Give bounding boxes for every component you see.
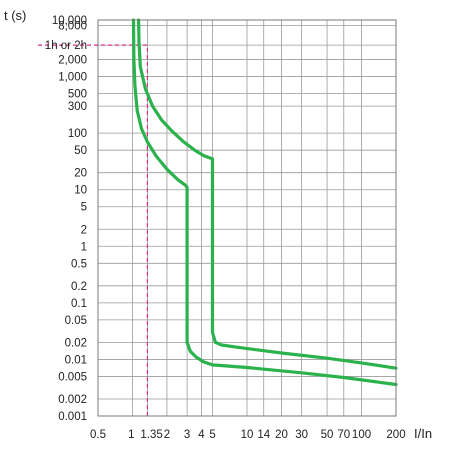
y-tick-label: 20 — [74, 168, 87, 180]
y-tick-label: 0.005 — [58, 371, 87, 383]
y-tick-label: 1,000 — [58, 72, 87, 84]
x-tick-label: 14 — [257, 429, 270, 441]
x-tick-label: 20 — [275, 429, 288, 441]
y-tick-label: 10,000 — [52, 15, 87, 27]
y-tick-label: 0.2 — [71, 281, 87, 293]
y-tick-label: 2,000 — [58, 55, 87, 67]
y-tick-label: 100 — [68, 128, 87, 140]
x-tick-label: 3 — [184, 429, 190, 441]
y-tick-label: 0.05 — [65, 315, 87, 327]
y-tick-label: 8,000 — [58, 20, 87, 32]
x-tick-label: 100 — [352, 429, 371, 441]
y-tick-label: 0.001 — [58, 411, 87, 423]
y-tick-label: 1 — [81, 241, 87, 253]
reference-lines — [38, 44, 149, 416]
x-axis-label: I/In — [414, 426, 432, 441]
x-tick-label: 50 — [321, 429, 334, 441]
y-tick-label: 0.5 — [71, 258, 87, 270]
x-tick-label: 4 — [198, 429, 205, 441]
series-curve-2 — [137, 18, 398, 370]
x-tick-labels: 0.5 1 1.35 2 3 4 5 10 14 20 30 50 70 100 200 — [90, 429, 406, 441]
x-tick-label: 70 — [337, 429, 350, 441]
series-curve-1 — [131, 18, 398, 387]
y-tick-label: 500 — [68, 89, 87, 101]
x-tick-label: 1 — [128, 429, 134, 441]
x-tick-label: 200 — [386, 429, 405, 441]
y-tick-label: 0.02 — [65, 337, 87, 349]
x-tick-label: 1.35 — [140, 429, 162, 441]
x-tick-label: 10 — [241, 429, 254, 441]
x-tick-label: 30 — [295, 429, 308, 441]
y-tick-label: 1h or 2h — [45, 40, 87, 52]
y-tick-label: 0.002 — [58, 394, 87, 406]
y-tick-label: 5 — [81, 202, 87, 214]
y-axis-label: t (s) — [4, 8, 26, 23]
y-tick-label: 10 — [74, 185, 87, 197]
y-tick-label: 0.1 — [71, 298, 87, 310]
plot-border — [97, 19, 397, 417]
series-layer — [131, 18, 398, 387]
y-tick-label: 0.01 — [65, 354, 87, 366]
y-tick-label: 300 — [68, 101, 87, 113]
y-tick-label: 2 — [81, 224, 87, 236]
x-tick-label: 0.5 — [90, 429, 106, 441]
x-tick-label: 2 — [164, 429, 170, 441]
x-tick-label: 5 — [209, 429, 215, 441]
plot-frame — [97, 19, 397, 417]
y-tick-label: 50 — [74, 145, 87, 157]
